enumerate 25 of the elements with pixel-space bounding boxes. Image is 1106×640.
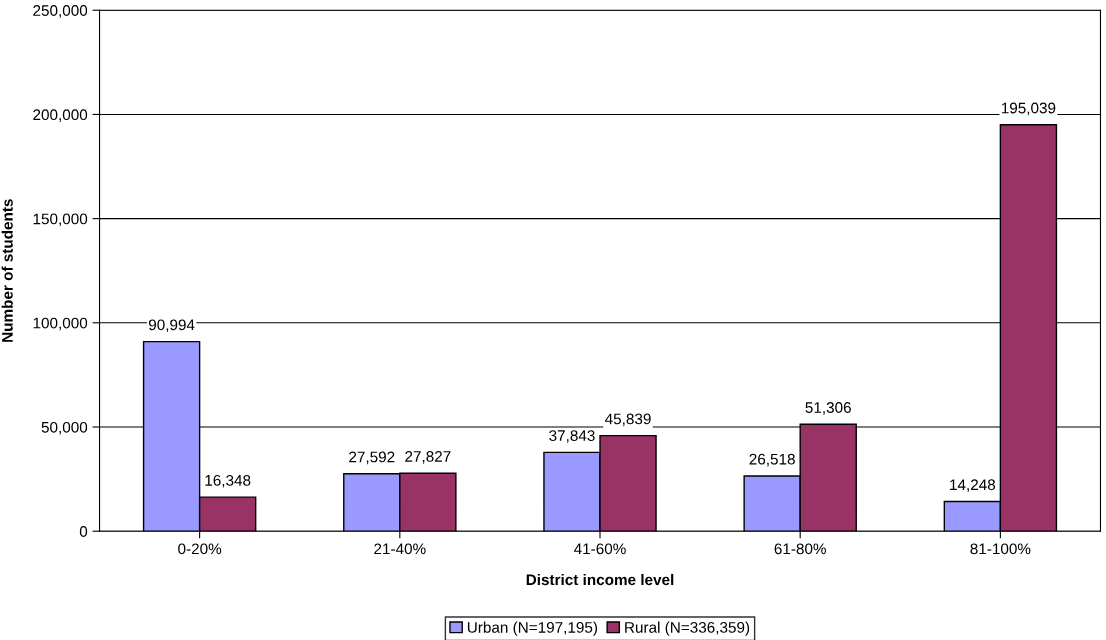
x-tick-label: 41-60% [574,543,626,555]
x-tick-label: 81-100% [970,543,1031,555]
data-label: 27,827 [405,451,451,464]
legend-label: Rural (N=336,359) [625,621,750,636]
x-tick-label: 0-20% [178,543,222,555]
data-label: 195,039 [1001,102,1056,116]
x-axis-title: District income level [526,573,674,586]
y-axis-title: Number of students [1,199,13,342]
data-label: 16,348 [205,474,251,488]
data-label: 45,839 [605,413,651,427]
y-tick-label: 250,000 [33,5,88,18]
data-label: 37,843 [549,430,595,443]
y-tick-label: 50,000 [41,421,88,435]
data-label: 27,592 [349,451,395,465]
y-tick-label: 150,000 [33,213,88,227]
y-tick-label: 100,000 [33,317,88,331]
data-label: 51,306 [805,402,851,415]
legend-label: Urban (N=197,195) [467,621,598,636]
x-tick-label: 61-80% [774,543,826,555]
data-label: 26,518 [749,453,795,467]
x-tick-label: 21-40% [374,543,426,555]
y-tick-label: 0 [79,526,88,537]
y-tick-label: 200,000 [33,109,88,122]
data-label: 14,248 [950,479,996,492]
data-label: 90,994 [148,319,195,333]
